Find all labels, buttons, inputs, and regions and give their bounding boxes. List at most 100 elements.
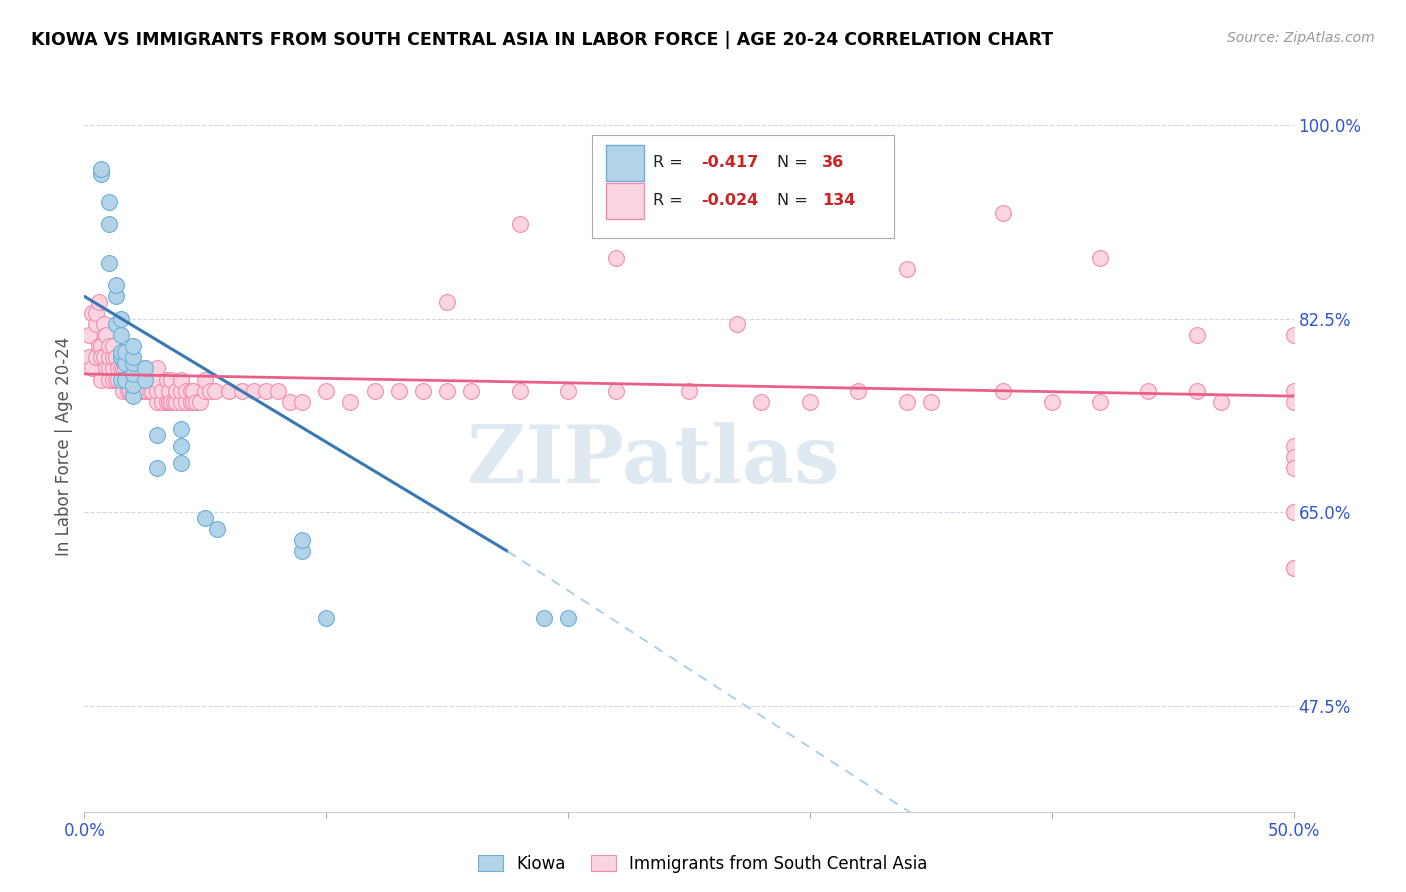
Text: N =: N = xyxy=(778,155,808,170)
Point xyxy=(254,384,277,398)
Point xyxy=(170,394,193,409)
Point xyxy=(920,394,942,409)
Point xyxy=(725,317,748,331)
Point xyxy=(103,372,125,386)
Point xyxy=(112,372,135,386)
Point xyxy=(138,384,160,398)
Point xyxy=(1282,384,1305,398)
Point xyxy=(174,384,197,398)
Point xyxy=(218,384,240,398)
Point xyxy=(141,372,163,386)
Point xyxy=(129,384,152,398)
Point xyxy=(180,394,202,409)
Point xyxy=(339,394,361,409)
Point xyxy=(86,351,108,365)
Text: KIOWA VS IMMIGRANTS FROM SOUTH CENTRAL ASIA IN LABOR FORCE | AGE 20-24 CORRELATI: KIOWA VS IMMIGRANTS FROM SOUTH CENTRAL A… xyxy=(31,31,1053,49)
Point xyxy=(97,256,120,270)
Point xyxy=(94,328,117,343)
Point xyxy=(170,384,193,398)
Point xyxy=(110,328,132,343)
Point xyxy=(181,394,204,409)
Point xyxy=(86,317,108,331)
Point xyxy=(134,372,156,386)
Point xyxy=(278,394,301,409)
Point xyxy=(1282,461,1305,475)
Point xyxy=(160,394,183,409)
Point xyxy=(121,372,143,386)
Point xyxy=(136,384,159,398)
Point xyxy=(165,384,187,398)
Point xyxy=(103,361,125,376)
Point xyxy=(412,384,434,398)
Point xyxy=(242,384,264,398)
Point xyxy=(110,372,132,386)
Point xyxy=(993,206,1015,220)
Point xyxy=(1137,384,1160,398)
Point xyxy=(103,339,125,353)
FancyBboxPatch shape xyxy=(606,183,644,219)
Text: -0.417: -0.417 xyxy=(702,155,758,170)
Point xyxy=(1282,394,1305,409)
Point xyxy=(121,378,143,392)
Point xyxy=(1282,506,1305,520)
Point xyxy=(557,611,579,625)
Point xyxy=(121,384,143,398)
Point xyxy=(509,384,531,398)
Text: -0.024: -0.024 xyxy=(702,194,758,209)
Point xyxy=(112,361,135,376)
Point xyxy=(121,367,143,381)
Point xyxy=(194,384,217,398)
Point xyxy=(1209,394,1232,409)
Point xyxy=(267,384,290,398)
Point xyxy=(1282,561,1305,575)
Point xyxy=(114,344,136,359)
Point xyxy=(97,372,120,386)
Point xyxy=(799,394,821,409)
Point xyxy=(97,218,120,232)
Point xyxy=(170,422,193,436)
Point xyxy=(103,351,125,365)
Point xyxy=(291,394,314,409)
Point xyxy=(121,356,143,370)
Point xyxy=(174,394,197,409)
Text: 134: 134 xyxy=(823,194,855,209)
Point xyxy=(134,361,156,376)
Point xyxy=(533,611,555,625)
Point xyxy=(110,351,132,365)
Point xyxy=(129,372,152,386)
Point xyxy=(136,372,159,386)
Point xyxy=(291,533,314,548)
Point xyxy=(114,372,136,386)
FancyBboxPatch shape xyxy=(606,145,644,181)
Point xyxy=(896,261,918,276)
Point xyxy=(315,384,337,398)
Point xyxy=(170,456,193,470)
Point xyxy=(160,372,183,386)
Point xyxy=(80,306,103,320)
Point xyxy=(150,394,173,409)
Point xyxy=(107,361,129,376)
Point xyxy=(146,394,169,409)
Point xyxy=(436,384,458,398)
Point xyxy=(120,384,142,398)
Point xyxy=(1185,384,1208,398)
Point xyxy=(80,361,103,376)
Y-axis label: In Labor Force | Age 20-24: In Labor Force | Age 20-24 xyxy=(55,336,73,556)
FancyBboxPatch shape xyxy=(592,135,894,237)
Point xyxy=(134,361,156,376)
Point xyxy=(110,351,132,365)
Point xyxy=(146,372,169,386)
Point xyxy=(93,351,115,365)
Point xyxy=(1282,439,1305,453)
Point xyxy=(97,339,120,353)
Point xyxy=(90,351,112,365)
Point xyxy=(121,389,143,403)
Point xyxy=(104,372,127,386)
Point xyxy=(146,384,169,398)
Point xyxy=(110,344,132,359)
Point xyxy=(157,394,180,409)
Point xyxy=(93,317,115,331)
Point xyxy=(117,384,139,398)
Point xyxy=(127,361,149,376)
Point xyxy=(993,384,1015,398)
